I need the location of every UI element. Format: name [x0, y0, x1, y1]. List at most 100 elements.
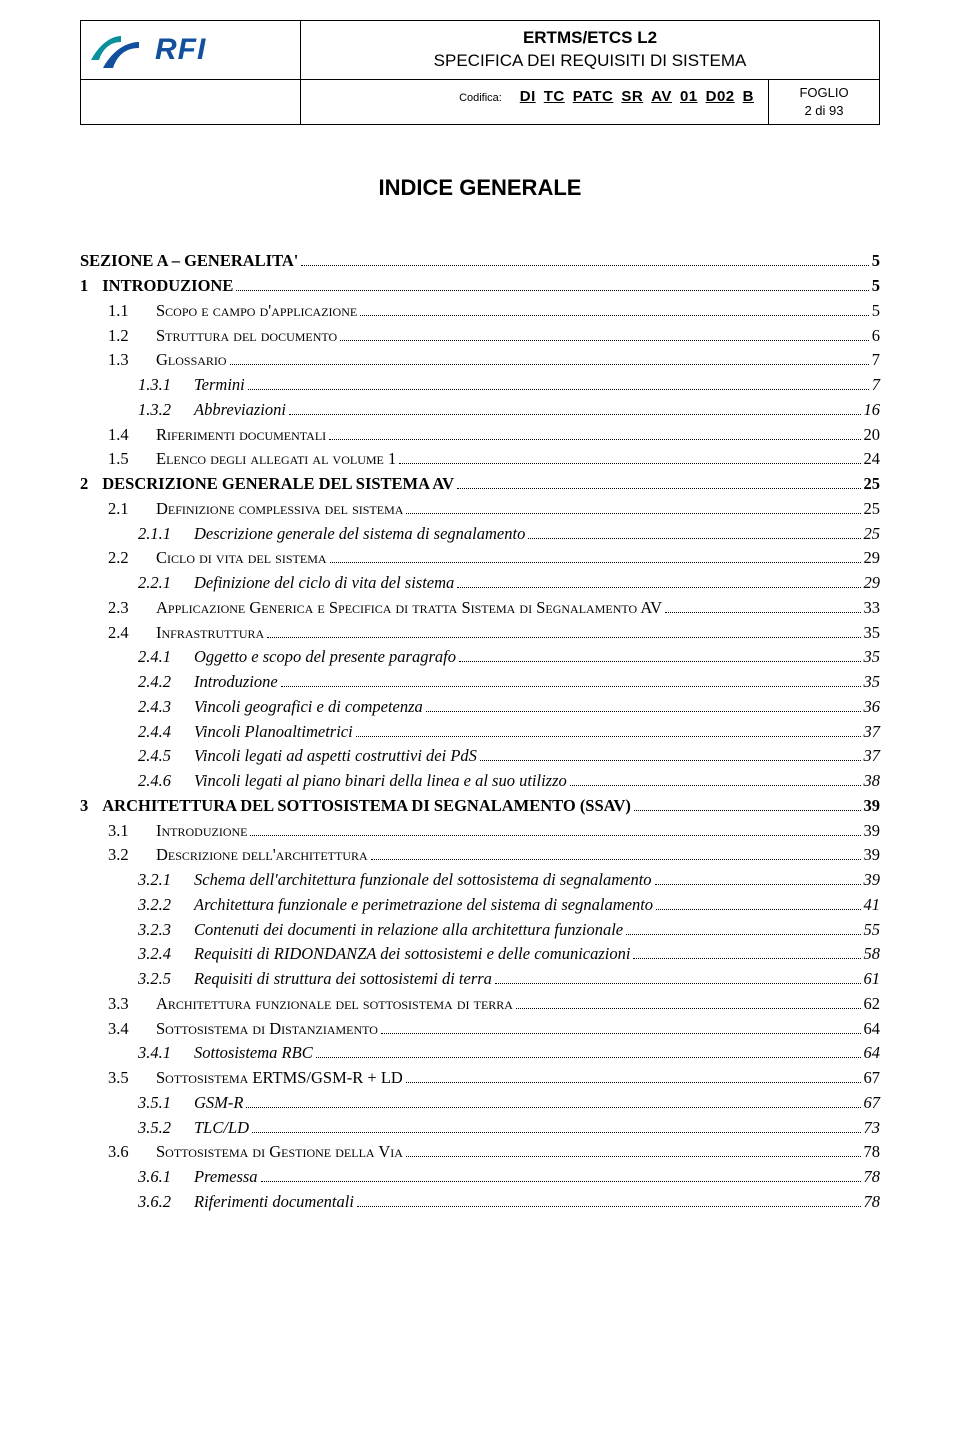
toc-entry-label: Sottosistema ERTMS/GSM-R + LD [156, 1066, 403, 1091]
header-title-line1: ERTMS/ETCS L2 [311, 27, 869, 50]
toc-entry: 3.2.5Requisiti di struttura dei sottosis… [80, 967, 880, 992]
toc-entry-page: 7 [872, 348, 880, 373]
toc-entry-number: 2.1.1 [138, 522, 194, 547]
toc-entry-page: 5 [872, 249, 880, 274]
toc-leader-dots [281, 674, 861, 687]
toc-leader-dots [665, 599, 860, 612]
toc-leader-dots [634, 797, 861, 810]
toc-entry: 3.1Introduzione 39 [80, 819, 880, 844]
toc-entry-page: 64 [864, 1041, 881, 1066]
toc-entry-label: Sottosistema di Gestione della Via [156, 1140, 403, 1165]
toc-entry-page: 61 [864, 967, 881, 992]
toc-entry: 3.6.2Riferimenti documentali 78 [80, 1190, 880, 1215]
toc-entry-number: 2.4.6 [138, 769, 194, 794]
toc-entry-number: 1.3.2 [138, 398, 194, 423]
toc-entry-number: 2.1 [108, 497, 156, 522]
toc-leader-dots [399, 451, 860, 464]
toc-entry: 3.2.1Schema dell'architettura funzionale… [80, 868, 880, 893]
toc-entry-number: 3.6.1 [138, 1165, 194, 1190]
toc-entry-page: 78 [864, 1165, 881, 1190]
toc-entry-label: Vincoli Planoaltimetrici [194, 720, 353, 745]
toc-entry-page: 29 [864, 571, 881, 596]
toc-entry: 3.5Sottosistema ERTMS/GSM-R + LD 67 [80, 1066, 880, 1091]
toc-leader-dots [655, 872, 861, 885]
toc-entry: 2.2.1Definizione del ciclo di vita del s… [80, 571, 880, 596]
toc-entry: 2.4.5Vincoli legati ad aspetti costrutti… [80, 744, 880, 769]
codifica-code: D02 [706, 88, 735, 105]
toc-entry: 1.3.2Abbreviazioni 16 [80, 398, 880, 423]
toc-entry-number: 1.3 [108, 348, 156, 373]
toc-entry-label: Oggetto e scopo del presente paragrafo [194, 645, 456, 670]
toc-leader-dots [252, 1119, 860, 1132]
toc-entry-label: Definizione complessiva del sistema [156, 497, 403, 522]
toc-entry-label: Descrizione dell'architettura [156, 843, 368, 868]
toc-entry-page: 7 [872, 373, 880, 398]
toc-entry-number: 1.5 [108, 447, 156, 472]
toc-entry-page: 35 [864, 645, 881, 670]
toc-leader-dots [330, 550, 861, 563]
toc-leader-dots [426, 698, 861, 711]
toc-entry-page: 38 [864, 769, 881, 794]
toc-entry-number: 3.2 [108, 843, 156, 868]
toc-entry: 2.4.1Oggetto e scopo del presente paragr… [80, 645, 880, 670]
codifica-label: Codifica: [459, 92, 502, 104]
rfi-logo: RFI [89, 28, 206, 72]
toc-leader-dots [495, 971, 861, 984]
toc-leader-dots [356, 723, 861, 736]
toc-entry: 2.4.3Vincoli geografici e di competenza … [80, 695, 880, 720]
toc-entry-number: 2 [80, 472, 88, 497]
toc-entry: 1.3Glossario 7 [80, 348, 880, 373]
toc-entry-label: Requisiti di struttura dei sottosistemi … [194, 967, 492, 992]
toc-entry-label: Ciclo di vita del sistema [156, 546, 327, 571]
toc-entry-number: 3.1 [108, 819, 156, 844]
toc-entry-page: 37 [864, 720, 881, 745]
toc-entry-page: 25 [864, 522, 881, 547]
toc-leader-dots [246, 1094, 860, 1107]
toc-leader-dots [267, 624, 860, 637]
toc-leader-dots [301, 253, 868, 266]
toc-entry-page: 5 [872, 299, 880, 324]
toc-entry-page: 39 [864, 843, 881, 868]
toc-entry: 2.4.2Introduzione 35 [80, 670, 880, 695]
toc-entry: 3.4Sottosistema di Distanziamento 64 [80, 1017, 880, 1042]
toc-entry-number: 2.2.1 [138, 571, 194, 596]
logo-cell: RFI [81, 21, 301, 80]
toc-entry: 2.2Ciclo di vita del sistema 29 [80, 546, 880, 571]
toc-entry: 2.4.6Vincoli legati al piano binari dell… [80, 769, 880, 794]
toc-entry: 3.2.3Contenuti dei documenti in relazion… [80, 918, 880, 943]
toc-entry-number: 3 [80, 794, 88, 819]
toc-entry-page: 29 [864, 546, 881, 571]
toc-entry-label: Riferimenti documentali [156, 423, 326, 448]
toc-entry-page: 58 [864, 942, 881, 967]
toc-entry: 3.4.1Sottosistema RBC 64 [80, 1041, 880, 1066]
toc-entry-number: 1.1 [108, 299, 156, 324]
toc-title: INDICE GENERALE [80, 175, 880, 201]
toc-entry-number: 3.2.3 [138, 918, 194, 943]
toc-entry: 3.5.1GSM-R 67 [80, 1091, 880, 1116]
toc-leader-dots [459, 649, 861, 662]
toc-entry-number: 3.4.1 [138, 1041, 194, 1066]
toc-leader-dots [230, 352, 869, 365]
toc-entry-page: 39 [864, 868, 881, 893]
toc-entry-number: 2.4 [108, 621, 156, 646]
toc-entry-page: 33 [864, 596, 881, 621]
toc-entry-label: Struttura del documento [156, 324, 337, 349]
toc-leader-dots [516, 995, 861, 1008]
header-title-line2: SPECIFICA DEI REQUISITI DI SISTEMA [311, 50, 869, 73]
toc-entry-page: 20 [864, 423, 881, 448]
toc-entry-label: Glossario [156, 348, 227, 373]
toc-entry: 1.1Scopo e campo d'applicazione 5 [80, 299, 880, 324]
toc-entry: 3.3Architettura funzionale del sottosist… [80, 992, 880, 1017]
toc-leader-dots [656, 896, 860, 909]
toc-entry-number: 3.6 [108, 1140, 156, 1165]
document-header: RFI ERTMS/ETCS L2 SPECIFICA DEI REQUISIT… [80, 20, 880, 125]
toc-entry-label: DESCRIZIONE GENERALE DEL SISTEMA AV [102, 472, 454, 497]
toc-entry-number: 2.4.3 [138, 695, 194, 720]
toc-leader-dots [261, 1169, 861, 1182]
toc-entry: 2.4.4Vincoli Planoaltimetrici 37 [80, 720, 880, 745]
toc-entry: 2.4Infrastruttura 35 [80, 621, 880, 646]
toc-entry-label: Vincoli geografici e di competenza [194, 695, 423, 720]
toc-entry-page: 25 [864, 497, 881, 522]
codifica-code: 01 [680, 88, 698, 105]
toc-leader-dots [357, 1193, 861, 1206]
